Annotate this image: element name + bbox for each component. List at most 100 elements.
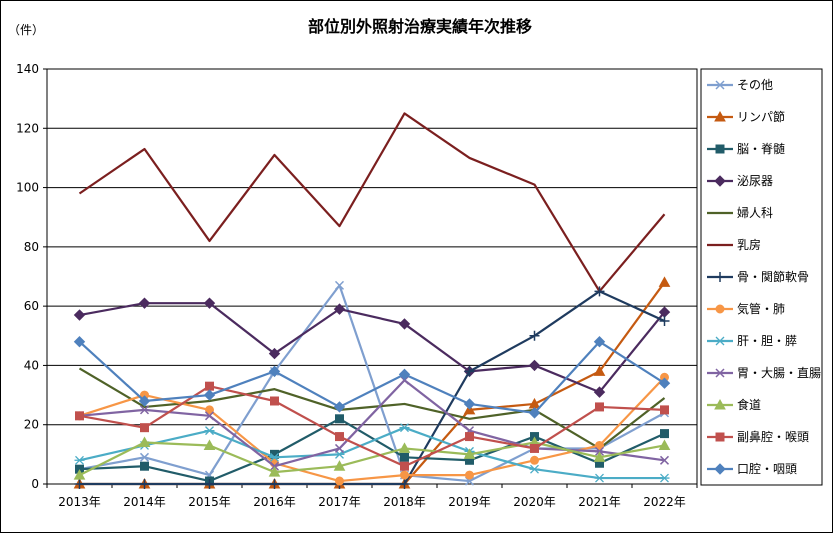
- data-point: [658, 439, 671, 450]
- data-point: [400, 470, 409, 480]
- x-tick-label: 2016年: [253, 495, 296, 509]
- data-point: [464, 366, 475, 377]
- data-point: [270, 396, 279, 406]
- legend-label: 脳・脊髄: [737, 141, 785, 156]
- data-point: [715, 304, 725, 314]
- data-point: [465, 432, 474, 442]
- data-point: [398, 442, 411, 453]
- legend-label: 口腔・咽頭: [737, 461, 797, 476]
- data-point: [529, 330, 540, 341]
- data-point: [138, 297, 151, 309]
- series-line: [78, 112, 666, 293]
- data-point: [594, 286, 605, 297]
- data-point: [334, 443, 345, 453]
- data-point: [139, 405, 150, 415]
- legend-label: 気管・肺: [737, 301, 785, 316]
- series-8: [74, 423, 670, 483]
- data-point: [714, 398, 726, 410]
- data-point: [333, 303, 346, 315]
- y-tick-label: 80: [24, 240, 39, 254]
- data-point: [658, 377, 671, 389]
- data-point: [593, 365, 606, 376]
- y-tick-label: 40: [24, 358, 39, 372]
- data-point: [715, 368, 725, 378]
- x-tick-label: 2017年: [318, 495, 361, 509]
- data-point: [335, 476, 344, 486]
- legend-item: 泌尿器: [707, 174, 773, 188]
- data-point: [204, 411, 215, 421]
- data-point: [203, 297, 216, 309]
- legend-label: リンパ節: [737, 109, 785, 124]
- x-tick-label: 2019年: [448, 495, 491, 509]
- series-line: [79, 284, 666, 483]
- plot-area: [46, 68, 698, 485]
- data-point: [333, 460, 346, 471]
- legend-item: 乳房: [707, 237, 761, 252]
- data-point: [400, 461, 409, 471]
- data-point: [139, 479, 150, 489]
- legend-label: 副鼻腔・喉頭: [737, 429, 809, 444]
- data-point: [205, 381, 214, 391]
- legend-label: その他: [737, 78, 773, 92]
- series-5: [78, 112, 666, 293]
- data-point: [528, 359, 541, 372]
- data-point: [268, 466, 281, 477]
- data-point: [660, 405, 669, 415]
- data-point: [463, 448, 476, 459]
- x-tick-label: 2022年: [643, 495, 686, 509]
- series-line: [78, 340, 666, 414]
- data-point: [269, 452, 280, 462]
- legend-label: 食道: [737, 397, 761, 412]
- legend-label: 婦人科: [737, 205, 773, 220]
- y-tick-label: 60: [24, 299, 39, 313]
- data-point: [595, 440, 604, 450]
- data-point: [74, 455, 85, 465]
- legend-label: 肝・胆・膵: [737, 334, 797, 348]
- y-tick-label: 0: [31, 477, 39, 491]
- data-point: [73, 309, 86, 321]
- data-point: [399, 375, 410, 385]
- series-line: [78, 367, 666, 450]
- data-point: [140, 423, 149, 433]
- data-point: [593, 336, 606, 348]
- data-point: [398, 318, 411, 330]
- legend: その他リンパ節脳・脊髄泌尿器婦人科乳房骨・関節軟骨気管・肺肝・胆・膵胃・大腸・直…: [700, 68, 823, 486]
- data-point: [530, 455, 539, 465]
- data-point: [594, 473, 605, 483]
- data-point: [399, 423, 410, 433]
- data-point: [74, 479, 85, 489]
- legend-label: 泌尿器: [737, 174, 773, 188]
- legend-item: 骨・関節軟骨: [707, 269, 809, 284]
- y-tick-label: 140: [16, 62, 39, 76]
- data-point: [593, 386, 606, 398]
- data-point: [268, 365, 281, 378]
- data-point: [204, 426, 215, 436]
- series-line: [79, 385, 665, 468]
- legend-item: 脳・脊髄: [707, 141, 785, 156]
- series-line: [79, 376, 666, 483]
- data-point: [73, 469, 86, 480]
- data-point: [659, 473, 670, 483]
- data-point: [715, 80, 725, 90]
- data-point: [715, 272, 725, 282]
- legend-label: 胃・大腸・直腸: [737, 366, 821, 380]
- data-point: [715, 432, 725, 442]
- legend-label: 乳房: [737, 237, 761, 252]
- x-tick-label: 2015年: [188, 495, 231, 509]
- series-12: [73, 336, 671, 419]
- legend-item: 副鼻腔・喉頭: [707, 429, 809, 444]
- data-point: [269, 479, 280, 489]
- data-point: [333, 401, 346, 413]
- data-point: [335, 414, 344, 424]
- data-point: [205, 405, 214, 415]
- data-point: [714, 110, 726, 122]
- data-point: [139, 452, 150, 462]
- series-10: [73, 436, 671, 480]
- data-point: [204, 479, 215, 489]
- data-point: [530, 443, 539, 453]
- x-tick-label: 2021年: [578, 495, 621, 509]
- data-point: [463, 398, 476, 410]
- data-point: [715, 144, 725, 154]
- data-point: [140, 461, 149, 471]
- data-point: [659, 455, 670, 465]
